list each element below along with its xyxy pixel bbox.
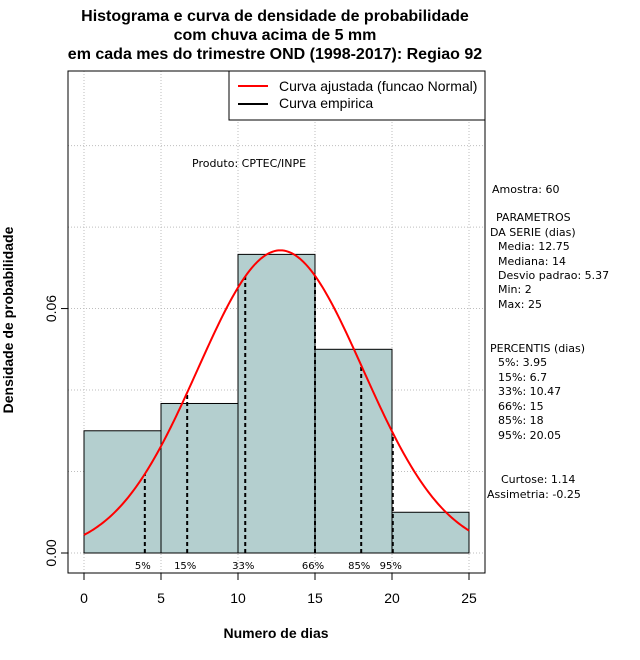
histogram-bar [160,402,239,554]
y-axis: 0.00 0.06 [43,295,69,567]
chart-title-line-2: com chuva acima de 5 mm [174,27,377,44]
stat-param-header-1: PARAMETROS [496,211,571,224]
percentile-label: 85% [348,561,370,572]
stat-amostra: Amostra: 60 [492,183,559,196]
histogram-bars [83,253,470,554]
percentile-label: 15% [174,561,196,572]
stat-p33: 33%: 10.47 [498,385,561,398]
legend: Curva ajustada (funcao Normal) Curva emp… [228,70,486,121]
x-tick-label: 10 [230,590,246,606]
percentile-label: 66% [302,561,324,572]
histogram-bar [237,253,316,554]
x-tick-label: 0 [80,590,88,606]
histogram-bar [391,511,470,554]
stat-min: Min: 2 [498,283,532,296]
legend-label-empirical: Curva empirica [279,95,373,111]
y-axis-label: Densidade de probabilidade [0,226,16,413]
legend-box [228,70,486,121]
stat-param-header-2: DA SERIE (dias) [490,226,576,239]
stat-assimetria: Assimetria: -0.25 [487,488,581,501]
stat-media: Media: 12.75 [498,240,570,253]
x-axis: 0 5 10 15 20 25 [80,572,477,606]
histogram-bar [83,430,162,554]
stat-desvio: Desvio padrao: 5.37 [498,269,609,282]
stat-mediana: Mediana: 14 [498,255,566,268]
product-label: Produto: CPTEC/INPE [192,157,306,170]
stat-percentis-header: PERCENTIS (dias) [490,342,585,355]
chart-title-line-1: Histograma e curva de densidade de proba… [81,8,469,25]
stat-p15: 15%: 6.7 [498,371,547,384]
x-tick-label: 20 [384,590,400,606]
chart-title-line-3: em cada mes do trimestre OND (1998-2017)… [68,46,483,63]
percentile-lines: 5% 15% 33% 66% 85% 95% [135,275,402,572]
stat-curtose: Curtose: 1.14 [501,473,575,486]
stat-p5: 5%: 3.95 [498,356,547,369]
percentile-label: 5% [135,561,151,572]
x-tick-label: 25 [461,590,477,606]
percentile-label: 95% [380,561,402,572]
percentile-label: 33% [232,561,254,572]
stat-p85: 85%: 18 [498,414,544,427]
stat-max: Max: 25 [498,298,542,311]
normal-fit-curve [83,249,470,536]
legend-label-normal: Curva ajustada (funcao Normal) [279,78,477,94]
stats-panel: Amostra: 60 PARAMETROS DA SERIE (dias) M… [487,183,609,501]
histogram-bar [314,348,393,554]
y-tick-label: 0.06 [43,295,59,322]
x-tick-label: 5 [157,590,165,606]
y-tick-label: 0.00 [43,539,59,566]
x-tick-label: 15 [307,590,323,606]
stat-p95: 95%: 20.05 [498,429,561,442]
stat-p66: 66%: 15 [498,400,544,413]
x-axis-label: Numero de dias [223,625,328,641]
